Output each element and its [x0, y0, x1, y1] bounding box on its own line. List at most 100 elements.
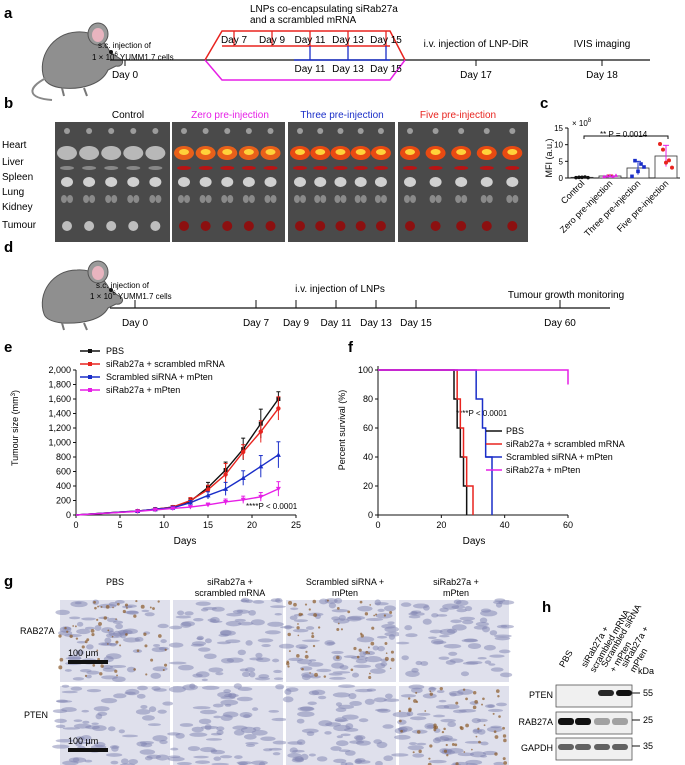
g-nucleus [91, 722, 99, 725]
g-nucleus [195, 601, 211, 606]
g-stain [92, 664, 96, 667]
g-nucleus [82, 720, 90, 724]
g-nucleus [236, 696, 253, 702]
e-xtick-label: 10 [159, 520, 169, 530]
b-lung [221, 177, 234, 187]
g-col-label: siRab27a + [207, 577, 253, 587]
g-histology-image [168, 597, 286, 682]
d-sc-line1: s.c. injection of [96, 281, 150, 290]
panel-label-b: b [4, 95, 13, 112]
g-stain [451, 742, 455, 746]
g-nucleus [307, 662, 324, 667]
b-kidney [429, 195, 436, 203]
g-nucleus [400, 694, 417, 698]
e-ytick-label: 1,400 [48, 409, 71, 419]
g-histology-image [391, 684, 509, 765]
g-nucleus [484, 660, 492, 665]
g-nucleus [162, 701, 174, 706]
g-nucleus [257, 638, 274, 643]
g-nucleus [472, 729, 483, 733]
g-stain [301, 613, 304, 616]
g-nucleus [388, 634, 396, 640]
g-nucleus [204, 638, 212, 644]
g-nucleus [374, 599, 381, 606]
g-stain [390, 657, 395, 662]
f-legend-label: Scrambled siRNA + mPten [506, 452, 613, 462]
g-nucleus [392, 711, 411, 718]
g-stain [446, 754, 449, 757]
e-legend: PBS siRab27a + scrambled mRNA Scrambled si… [80, 346, 225, 395]
b-spleen [82, 166, 97, 170]
b-group-five: Five pre-injection [420, 110, 496, 121]
g-nucleus [431, 613, 439, 618]
g-stain [86, 638, 90, 642]
e-xtick-label: 5 [117, 520, 122, 530]
c-point [608, 173, 612, 178]
g-nucleus [191, 641, 207, 646]
h-blot-box [555, 711, 633, 735]
g-stain [370, 641, 375, 646]
g-nucleus [175, 732, 185, 739]
g-nucleus [333, 758, 347, 763]
g-nucleus [153, 688, 167, 692]
g-scalebar-1 [68, 660, 108, 664]
g-nucleus [289, 615, 298, 620]
c-point [664, 160, 668, 165]
g-stain [434, 725, 438, 730]
b-liver-core [456, 149, 467, 155]
g-nucleus [76, 621, 84, 627]
b-lung [429, 177, 442, 187]
g-nucleus [500, 672, 513, 678]
b-liver-core [265, 149, 276, 155]
g-nucleus [297, 711, 315, 717]
g-nucleus [460, 671, 470, 677]
b-liver-core [355, 149, 366, 155]
g-nucleus [62, 727, 80, 730]
h-band-rab27a [575, 718, 591, 725]
e-xtick-label: 0 [73, 520, 78, 530]
h-row-label: RAB27A [518, 717, 553, 727]
g-stain [119, 644, 122, 647]
e-point [240, 497, 246, 503]
c-point [636, 169, 640, 174]
b-kidney [205, 195, 212, 203]
g-nucleus [110, 760, 119, 765]
g-stain [133, 614, 137, 618]
b-kidney [300, 195, 306, 203]
a-red-day: Day 15 [370, 35, 402, 46]
g-stain [58, 665, 63, 670]
g-nucleus [405, 633, 418, 638]
g-stain [66, 630, 69, 633]
g-nucleus [177, 610, 185, 616]
b-group-three: Three pre-injection [300, 110, 383, 121]
b-kidney [455, 195, 462, 203]
g-nucleus [100, 642, 118, 646]
a-iv-label: i.v. injection of LNP-DiR [424, 39, 529, 50]
g-nucleus [225, 639, 241, 644]
c-point [639, 162, 643, 166]
c-ytick-label: 10 [554, 141, 563, 150]
g-nucleus [189, 683, 196, 689]
g-nucleus [445, 660, 456, 665]
g-nucleus [347, 615, 366, 621]
g-nucleus [329, 676, 347, 680]
g-nucleus [245, 742, 259, 745]
b-tumour [295, 221, 305, 231]
c-point [580, 175, 584, 180]
g-stain [125, 633, 128, 636]
b-tumour [222, 221, 233, 231]
g-nucleus [282, 696, 294, 703]
g-nucleus [324, 640, 335, 646]
g-nucleus [489, 630, 498, 636]
e-point [135, 509, 141, 514]
b-liver-core [200, 149, 211, 155]
g-nucleus [433, 640, 447, 645]
e-xtick-label: 20 [247, 520, 257, 530]
g-nucleus [195, 671, 210, 678]
g-nucleus [203, 653, 217, 660]
b-spleen [60, 166, 74, 170]
g-nucleus [81, 617, 96, 621]
g-stain [107, 629, 110, 632]
e-ytick-label: 1,000 [48, 438, 71, 448]
g-stain [162, 668, 165, 671]
